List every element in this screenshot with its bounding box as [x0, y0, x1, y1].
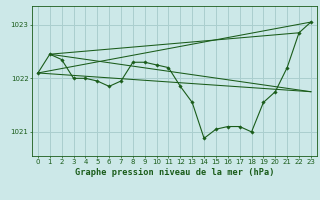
X-axis label: Graphe pression niveau de la mer (hPa): Graphe pression niveau de la mer (hPa) — [75, 168, 274, 177]
